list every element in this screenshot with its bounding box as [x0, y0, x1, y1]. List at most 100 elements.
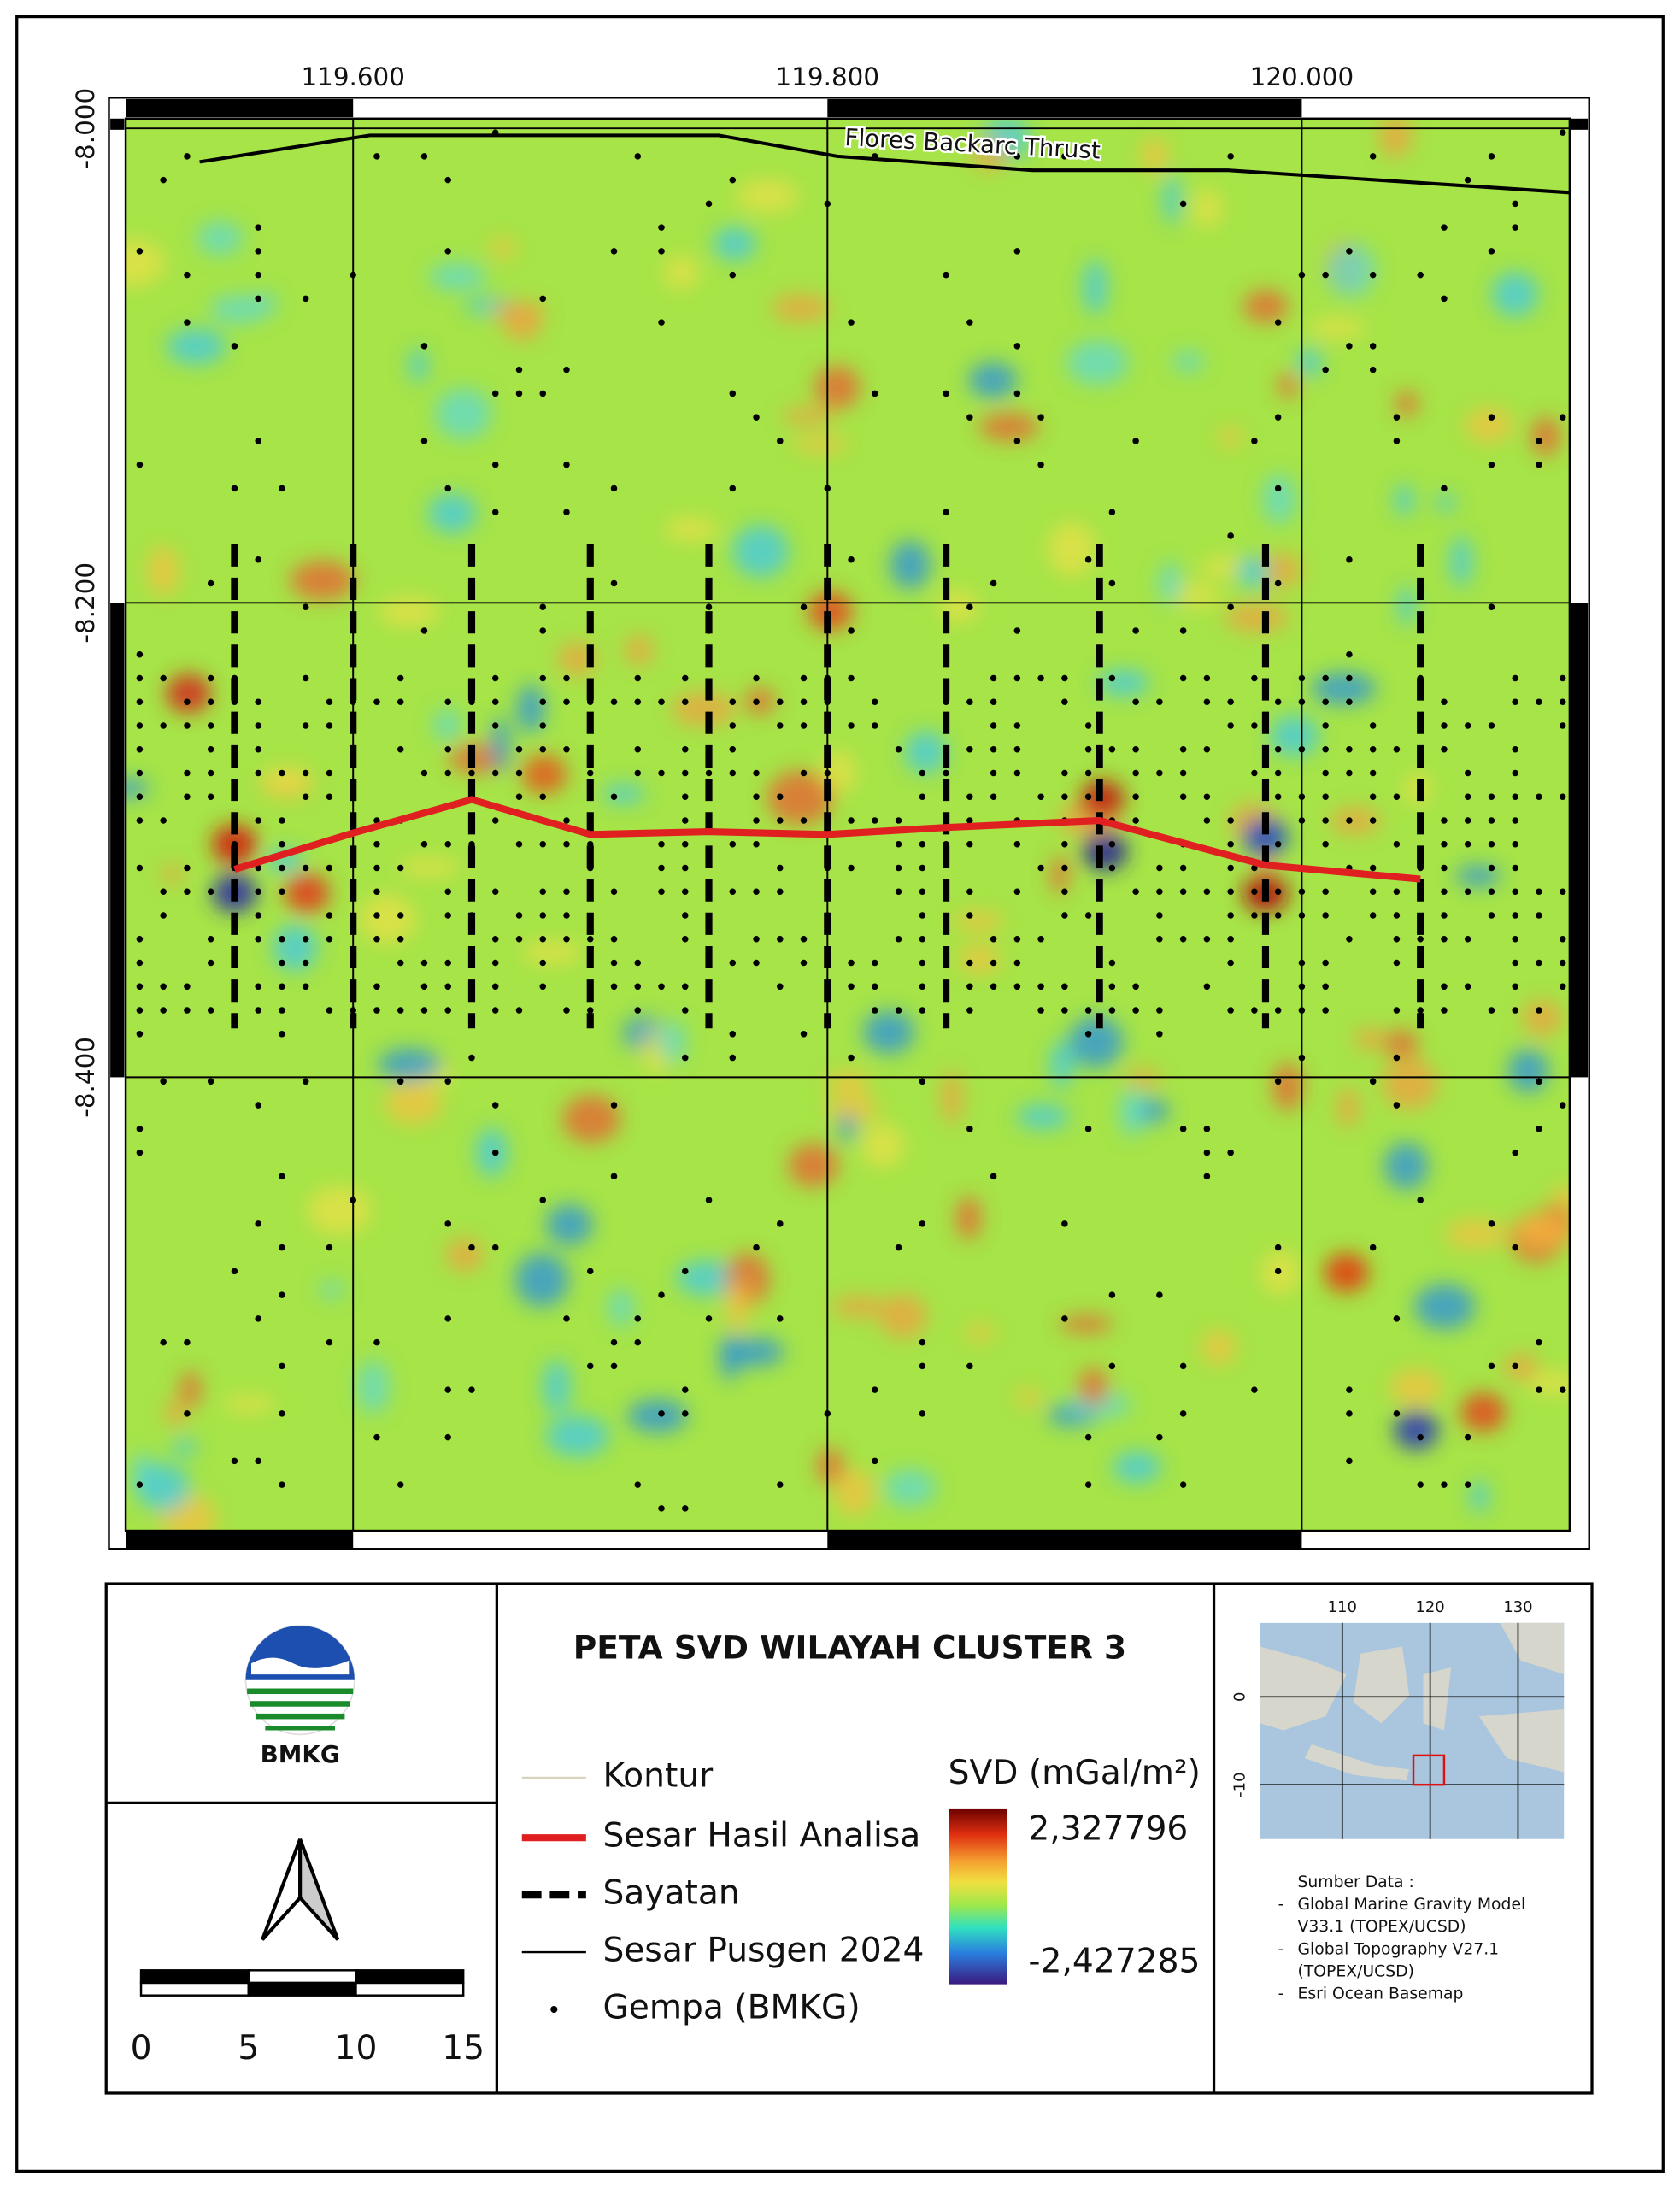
earthquake	[255, 698, 261, 705]
earthquake	[1536, 912, 1542, 919]
earthquake	[397, 912, 404, 919]
earthquake	[373, 841, 380, 848]
earthquake	[1227, 841, 1234, 848]
earthquake	[1512, 959, 1518, 967]
earthquake	[1322, 793, 1329, 800]
earthquake	[160, 722, 167, 729]
anomaly	[319, 1281, 345, 1299]
earthquake	[539, 698, 546, 705]
earthquake	[539, 912, 546, 919]
x-tick-label: 119.800	[776, 62, 879, 91]
sheet-border	[15, 15, 1665, 2173]
earthquake	[1346, 674, 1353, 682]
anomaly	[1435, 493, 1456, 512]
earthquake	[136, 769, 144, 777]
anomaly	[1414, 1284, 1476, 1330]
earthquake	[1346, 769, 1353, 777]
earthquake	[990, 674, 997, 682]
anomaly	[1389, 1368, 1443, 1407]
earthquake	[444, 1078, 451, 1085]
earthquake	[444, 769, 451, 777]
earthquake	[1108, 1362, 1116, 1370]
earthquake	[1441, 722, 1448, 729]
earthquake	[1417, 1481, 1424, 1488]
earthquake	[1369, 343, 1377, 350]
earthquake	[610, 793, 618, 800]
earthquake	[1037, 1007, 1044, 1014]
earthquake	[1061, 983, 1068, 991]
earthquake	[1559, 414, 1566, 421]
earthquake	[1227, 722, 1234, 729]
earthquake	[326, 864, 333, 872]
earthquake	[966, 983, 973, 991]
earthquake	[777, 936, 784, 943]
earthquake	[1179, 888, 1187, 896]
anomaly	[1450, 535, 1472, 587]
inset-map	[1260, 1622, 1565, 1839]
earthquake	[1488, 793, 1495, 800]
earthquake	[444, 912, 451, 919]
anomaly	[838, 1113, 856, 1143]
earthquake	[444, 1386, 451, 1393]
earthquake	[1369, 745, 1377, 753]
earthquake	[563, 1315, 570, 1322]
earthquake	[207, 745, 214, 753]
earthquake	[658, 1505, 665, 1512]
earthquake	[943, 390, 949, 397]
earthquake	[1559, 936, 1566, 943]
earthquake	[279, 1244, 285, 1251]
earthquake	[1013, 745, 1021, 753]
earthquake	[515, 390, 523, 397]
earthquake	[1464, 176, 1471, 184]
earthquake	[777, 438, 784, 444]
earthquake	[1061, 888, 1068, 896]
anomaly	[179, 1370, 202, 1409]
earthquake	[1108, 959, 1116, 967]
earthquake	[255, 1007, 261, 1014]
earthquake	[610, 579, 618, 587]
earthquake	[444, 248, 451, 255]
earthquake	[1251, 1386, 1258, 1393]
earthquake	[160, 674, 167, 682]
earthquake	[943, 509, 949, 515]
earthquake	[420, 841, 428, 848]
earthquake	[1346, 248, 1353, 255]
earthquake	[1156, 1007, 1163, 1014]
earthquake	[705, 603, 713, 610]
earthquake	[1061, 1007, 1068, 1014]
earthquake	[184, 1338, 191, 1346]
anomaly	[543, 1359, 571, 1415]
anomaly	[904, 731, 948, 774]
earthquake	[255, 1315, 261, 1322]
earthquake	[1156, 888, 1163, 896]
earthquake	[1156, 769, 1163, 777]
earthquake	[1251, 674, 1258, 682]
earthquake	[444, 176, 451, 184]
earthquake	[777, 983, 784, 991]
earthquake	[1393, 1410, 1401, 1417]
earthquake	[895, 864, 902, 872]
earthquake	[1084, 1126, 1092, 1132]
legend-item: Gempa (BMKG)	[602, 1989, 860, 2027]
earthquake	[1512, 864, 1518, 872]
earthquake	[1108, 1007, 1116, 1014]
earthquake	[729, 698, 737, 705]
earthquake	[1013, 888, 1021, 896]
earthquake	[160, 912, 167, 919]
earthquake	[1559, 959, 1566, 967]
earthquake	[587, 1007, 594, 1014]
earthquake	[1322, 912, 1329, 919]
earthquake	[1274, 1078, 1282, 1085]
earthquake	[1369, 793, 1377, 800]
earthquake	[420, 983, 428, 991]
earthquake	[1536, 959, 1542, 967]
earthquake	[1393, 1007, 1401, 1014]
anomaly	[161, 865, 185, 883]
earthquake	[1488, 864, 1495, 872]
map-neatline	[124, 117, 1571, 1532]
earthquake	[610, 248, 618, 255]
earthquake	[1203, 745, 1211, 753]
earthquake	[966, 888, 973, 896]
earthquake	[729, 722, 737, 729]
earthquake	[326, 1338, 333, 1346]
